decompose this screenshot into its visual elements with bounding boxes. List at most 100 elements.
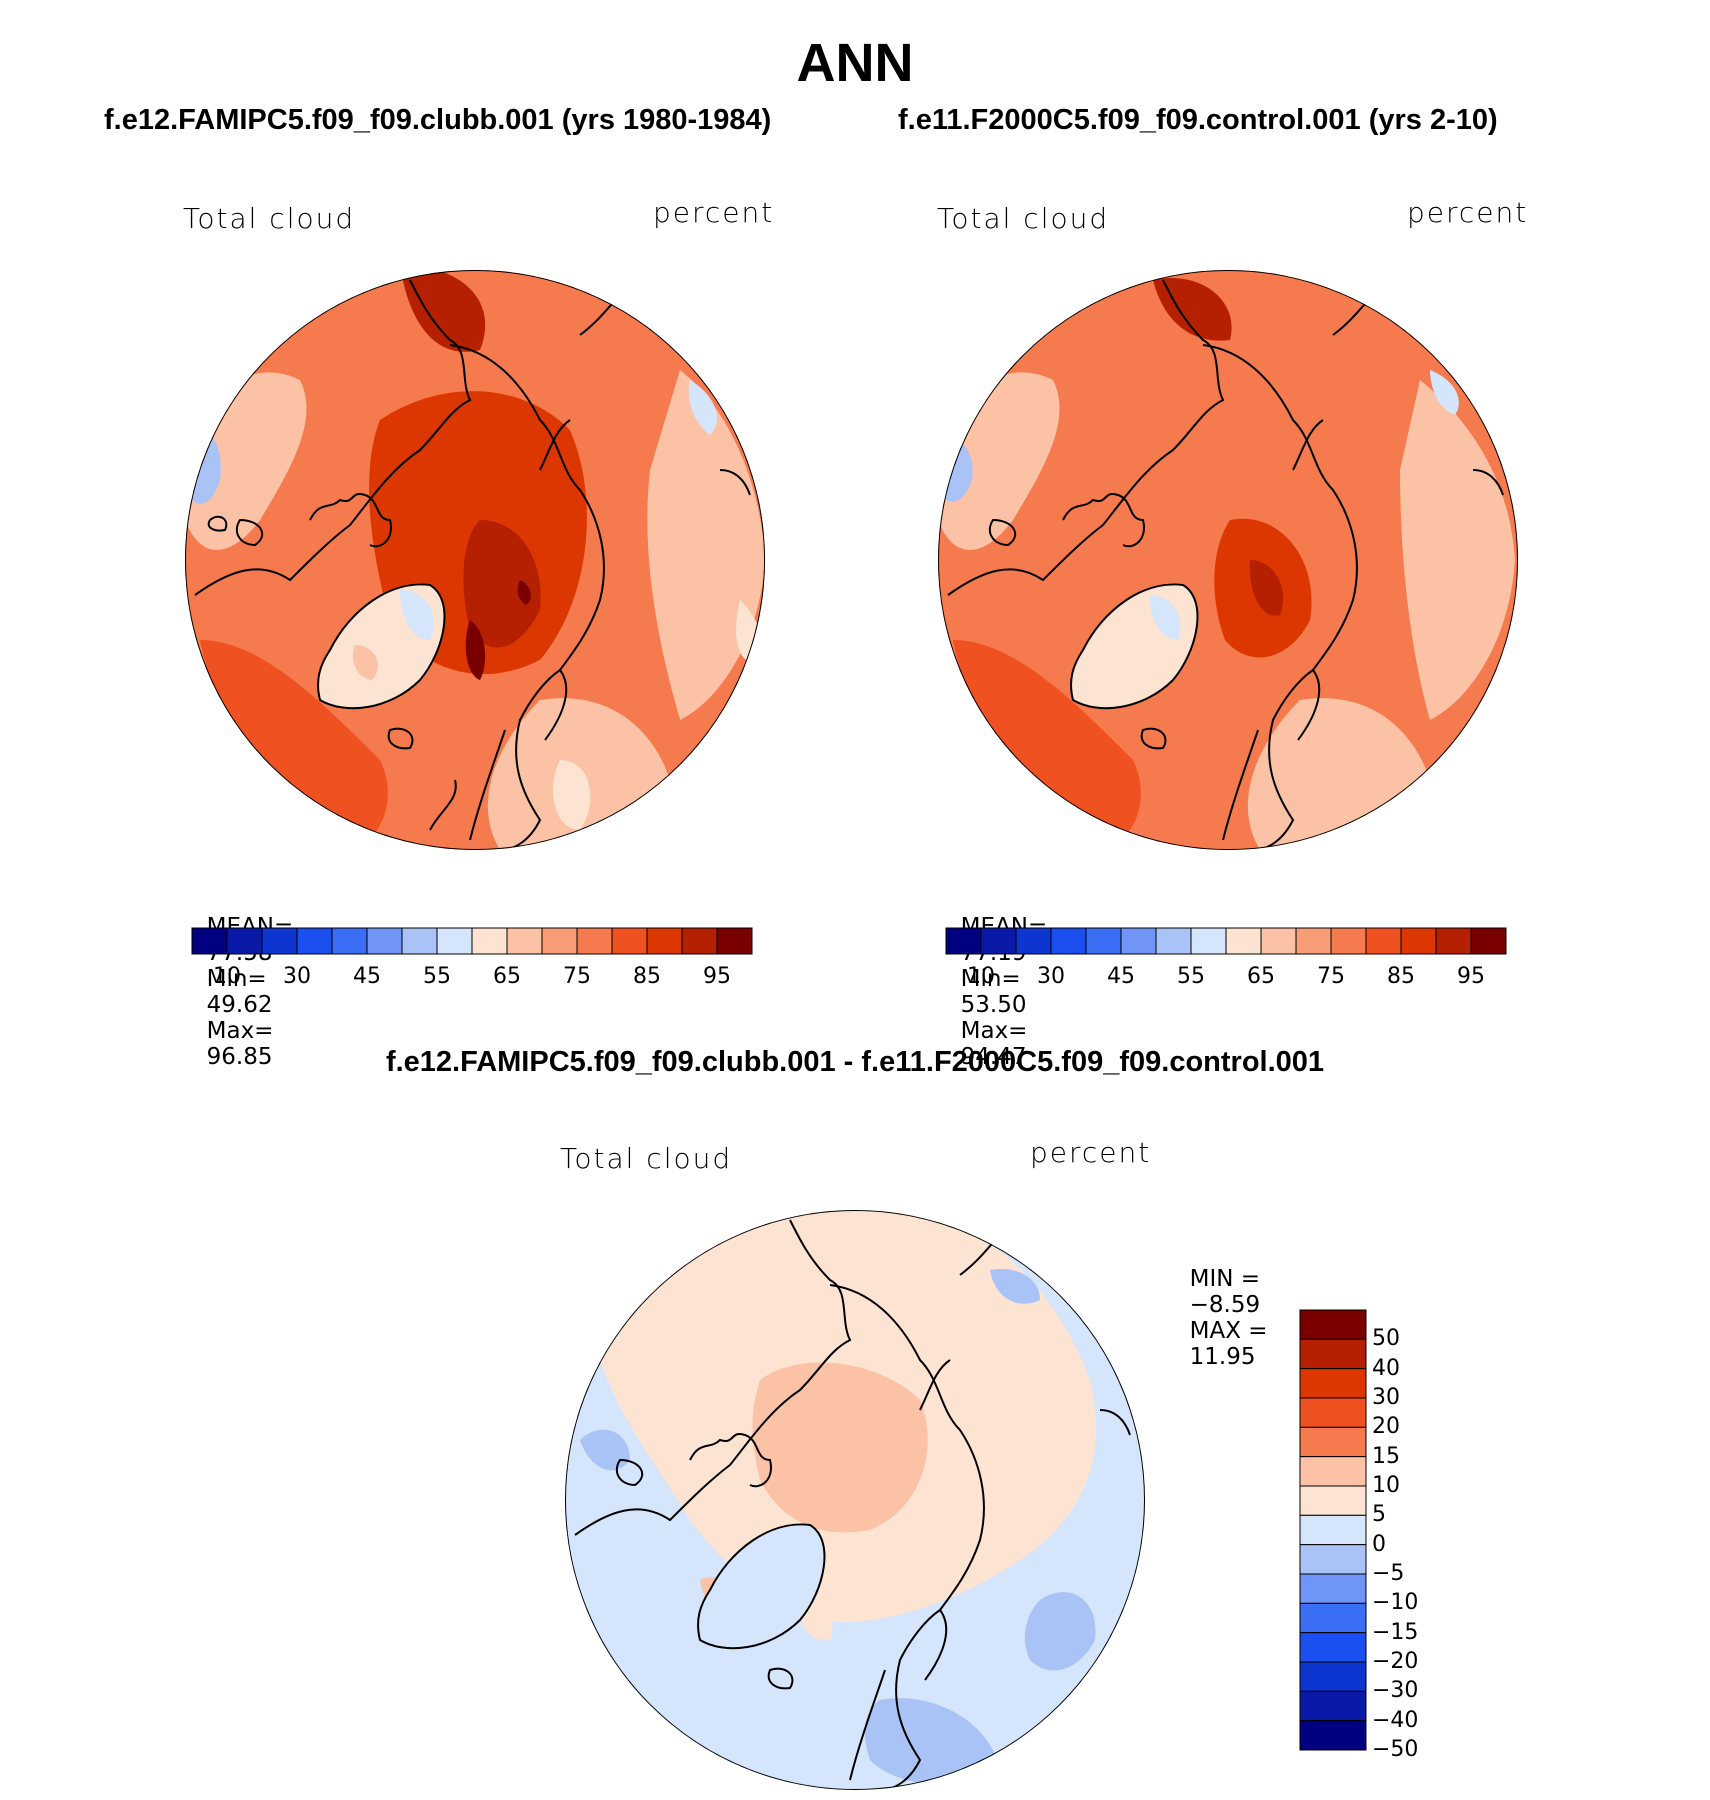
difference-title: f.e12.FAMIPC5.f09_f09.clubb.001 - f.e11.…: [385, 1046, 1325, 1078]
colorbar-swatch: [1365, 927, 1402, 955]
colorbar-swatch: [1299, 1368, 1367, 1399]
colorbar-tick-label: 95: [1457, 964, 1485, 989]
colorbar-swatch: [541, 927, 578, 955]
colorbar-swatch: [1299, 1573, 1367, 1604]
colorbar-difference: [1299, 1309, 1367, 1751]
colorbar-swatch: [1299, 1338, 1367, 1370]
colorbar-tick-label: 30: [283, 964, 311, 989]
colorbar-right: [945, 927, 1507, 955]
colorbar-tick-label: 45: [353, 964, 381, 989]
units-label-diff: percent: [1030, 1136, 1152, 1169]
colorbar-swatch: [1470, 927, 1507, 955]
units-label-right: percent: [1407, 196, 1529, 229]
colorbar-swatch: [226, 927, 263, 955]
colorbar-swatch: [1050, 927, 1087, 955]
colorbar-tick-label: 85: [633, 964, 661, 989]
variable-label-diff: Total cloud: [560, 1142, 733, 1175]
variable-label-left: Total cloud: [183, 202, 356, 235]
colorbar-swatch: [1299, 1456, 1367, 1487]
colorbar-swatch: [611, 927, 648, 955]
colorbar-swatch: [1330, 927, 1367, 955]
colorbar-tick-label: −50: [1372, 1737, 1419, 1762]
colorbar-tick-label: 10: [1372, 1473, 1400, 1498]
colorbar-swatch: [1225, 927, 1262, 955]
min-value-right: 53.50: [960, 992, 1027, 1018]
max-label-left: Max=: [206, 1018, 274, 1044]
colorbar-swatch: [1299, 1309, 1367, 1340]
colorbar-swatch: [1299, 1544, 1367, 1575]
colorbar-swatch: [1299, 1690, 1367, 1722]
colorbar-tick-label: −30: [1372, 1678, 1419, 1704]
min-value-left: 49.62: [206, 992, 273, 1018]
min-label-right: Min=: [960, 966, 1021, 992]
colorbar-swatch: [1299, 1602, 1367, 1634]
colorbar-swatch: [1299, 1661, 1367, 1692]
max-label-right: Max=: [960, 1018, 1028, 1044]
min-label-left: Min=: [206, 966, 267, 992]
units-label-left: percent: [653, 196, 775, 229]
colorbar-swatch: [1299, 1632, 1367, 1663]
figure-title: ANN: [796, 33, 914, 93]
colorbar-swatch: [1015, 927, 1052, 955]
colorbar-swatch: [1299, 1426, 1367, 1458]
colorbar-swatch: [646, 927, 683, 955]
colorbar-tick-label: 75: [1317, 964, 1345, 989]
colorbar-tick-label: 45: [1107, 964, 1135, 989]
colorbar-swatch: [1260, 927, 1297, 955]
colorbar-swatch: [1299, 1485, 1367, 1516]
colorbar-left: [191, 927, 753, 955]
polar-map-difference: [565, 1210, 1145, 1790]
polar-map-left: [185, 270, 765, 850]
colorbar-swatch: [1299, 1397, 1367, 1428]
colorbar-tick-label: 15: [1372, 1443, 1400, 1469]
stats-diff: MIN = −8.59 MAX = 11.95: [1175, 1240, 1282, 1370]
colorbar-tick-label: −20: [1372, 1649, 1419, 1674]
colorbar-tick-label: 85: [1387, 964, 1415, 989]
colorbar-swatch: [945, 927, 982, 955]
polar-map-right: [938, 270, 1518, 850]
max-value-diff: 11.95: [1189, 1344, 1256, 1370]
colorbar-tick-label: 95: [703, 964, 731, 989]
variable-label-right: Total cloud: [937, 202, 1110, 235]
colorbar-swatch: [331, 927, 368, 955]
case-title-right: f.e11.F2000C5.f09_f09.control.001 (yrs 2…: [898, 104, 1498, 136]
colorbar-swatch: [191, 927, 228, 955]
colorbar-tick-label: 5: [1372, 1502, 1386, 1528]
colorbar-swatch: [261, 927, 298, 955]
colorbar-tick-label: 0: [1372, 1531, 1386, 1557]
colorbar-swatch: [716, 927, 753, 955]
colorbar-tick-label: 50: [1372, 1326, 1400, 1352]
colorbar-tick-label: 55: [423, 964, 451, 989]
colorbar-tick-label: 30: [1037, 964, 1065, 989]
colorbar-tick-label: 40: [1372, 1355, 1400, 1381]
colorbar-swatch: [1400, 927, 1437, 955]
max-value-right: 94.47: [960, 1044, 1027, 1070]
colorbar-swatch: [401, 927, 438, 955]
colorbar-swatch: [1190, 927, 1227, 955]
colorbar-swatch: [1435, 927, 1472, 955]
colorbar-swatch: [296, 927, 333, 955]
colorbar-swatch: [1085, 927, 1122, 955]
min-value-diff: −8.59: [1189, 1292, 1261, 1318]
colorbar-swatch: [366, 927, 403, 955]
colorbar-swatch: [506, 927, 543, 955]
colorbar-tick-label: 65: [493, 964, 521, 989]
colorbar-swatch: [1295, 927, 1332, 955]
colorbar-swatch: [1155, 927, 1192, 955]
colorbar-swatch: [681, 927, 718, 955]
colorbar-swatch: [1299, 1720, 1367, 1751]
min-label-diff: MIN =: [1189, 1266, 1261, 1292]
colorbar-tick-label: −10: [1372, 1590, 1419, 1616]
colorbar-swatch: [980, 927, 1017, 955]
max-label-diff: MAX =: [1189, 1318, 1268, 1344]
colorbar-swatch: [1299, 1514, 1367, 1546]
colorbar-tick-label: −5: [1372, 1561, 1405, 1586]
max-value-left: 96.85: [206, 1044, 273, 1070]
colorbar-tick-label: 10: [967, 964, 995, 989]
colorbar-tick-label: 75: [563, 964, 591, 989]
colorbar-swatch: [576, 927, 613, 955]
colorbar-swatch: [471, 927, 508, 955]
colorbar-tick-label: 30: [1372, 1385, 1400, 1410]
case-title-left: f.e12.FAMIPC5.f09_f09.clubb.001 (yrs 198…: [104, 104, 772, 136]
